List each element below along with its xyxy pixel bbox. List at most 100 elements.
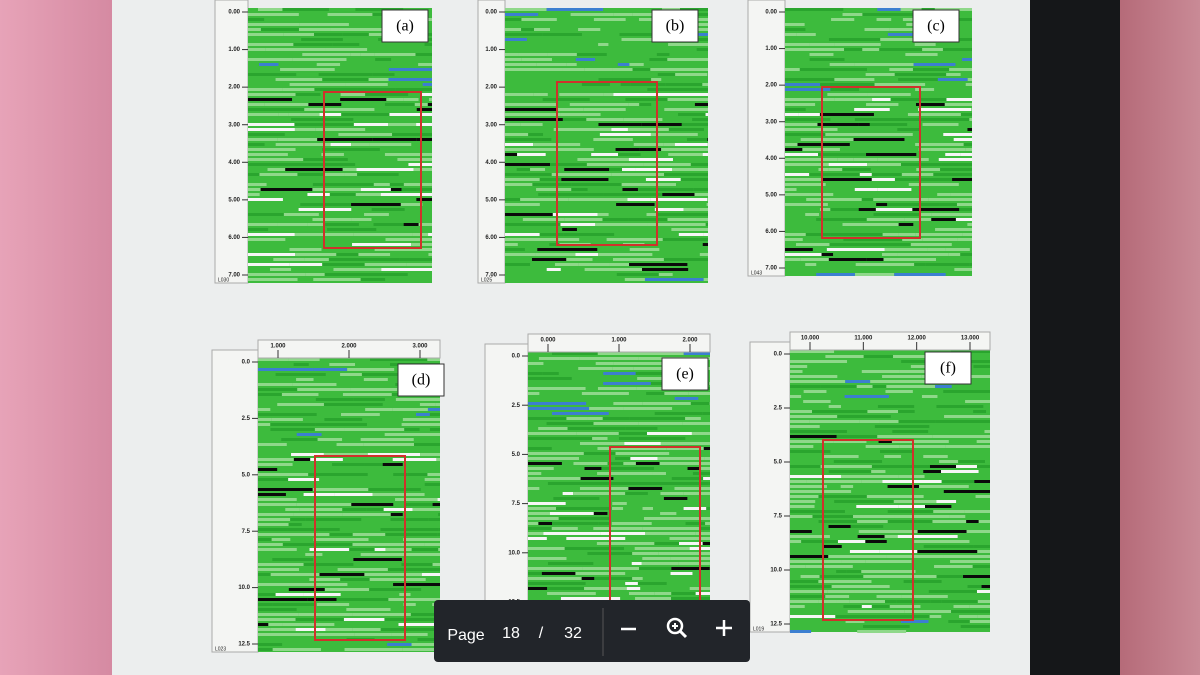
reflection-band	[836, 600, 850, 603]
reflection-band	[344, 183, 374, 186]
reflection-band	[258, 493, 286, 496]
reflection-band	[374, 248, 432, 251]
reflection-band	[890, 98, 947, 101]
reflection-band	[674, 397, 699, 400]
reflection-band	[915, 103, 945, 106]
reflection-band	[785, 248, 813, 251]
reflection-band	[383, 508, 413, 511]
reflection-band	[388, 68, 432, 71]
reflection-band	[319, 573, 365, 576]
reflection-band	[297, 173, 324, 176]
reflection-band	[897, 253, 949, 256]
reflection-band	[984, 430, 990, 433]
reflection-band	[341, 113, 390, 116]
reflection-band	[598, 253, 653, 256]
reflection-band	[323, 453, 368, 456]
zoom-in-button[interactable]	[716, 620, 732, 636]
reflection-band	[790, 440, 834, 443]
reflection-band	[259, 63, 279, 66]
reflection-band	[281, 393, 319, 396]
reflection-band	[826, 248, 885, 251]
reflection-band	[880, 450, 913, 453]
reflection-band	[883, 258, 937, 261]
zoom-button[interactable]	[666, 617, 688, 639]
reflection-band	[424, 483, 440, 486]
reflection-band	[856, 385, 873, 388]
reflection-band	[282, 88, 315, 91]
reflection-band	[248, 143, 265, 146]
reflection-band	[699, 88, 708, 91]
reflection-band	[595, 362, 614, 365]
reflection-band	[318, 73, 373, 76]
x-tick-label: 2.000	[341, 344, 357, 350]
reflection-band	[322, 148, 380, 151]
reflection-band	[248, 163, 304, 166]
reflection-band	[936, 575, 964, 578]
reflection-band	[580, 477, 614, 480]
reflection-band	[277, 138, 318, 141]
reflection-band	[871, 605, 890, 608]
reflection-band	[939, 460, 959, 463]
reflection-band	[938, 158, 972, 161]
reflection-band	[703, 233, 708, 236]
reflection-band	[646, 432, 692, 435]
reflection-band	[383, 273, 408, 276]
reflection-band	[360, 553, 407, 556]
reflection-band	[597, 213, 609, 216]
reflection-band	[893, 500, 937, 503]
reflection-band	[790, 360, 848, 363]
reflection-band	[258, 598, 308, 601]
reflection-band	[333, 268, 382, 271]
reflection-band	[275, 593, 304, 596]
reflection-band	[581, 83, 610, 86]
reflection-band	[865, 73, 895, 76]
reflection-band	[551, 173, 612, 176]
reflection-band	[505, 33, 543, 36]
reflection-band	[293, 513, 343, 516]
reflection-band	[395, 398, 440, 401]
reflection-band	[248, 73, 297, 76]
reflection-band	[248, 123, 295, 126]
reflection-band	[951, 610, 990, 613]
panel-label-box	[912, 9, 960, 43]
reflection-band	[295, 253, 337, 256]
reflection-band	[705, 223, 708, 226]
reflection-band	[663, 143, 675, 146]
reflection-band	[248, 173, 260, 176]
reflection-band	[967, 128, 972, 131]
reflection-band	[248, 23, 300, 26]
reflection-band	[329, 363, 356, 366]
x-tick-label: 13.000	[961, 336, 980, 342]
reflection-band	[923, 470, 942, 473]
reflection-band	[945, 445, 990, 448]
reflection-band	[314, 88, 358, 91]
reflection-band	[518, 53, 548, 56]
reflection-band	[269, 268, 292, 271]
reflection-band	[282, 8, 329, 11]
reflection-band	[899, 445, 946, 448]
reflection-band	[922, 238, 958, 241]
reflection-band	[688, 392, 710, 395]
reflection-band	[325, 48, 368, 51]
reflection-band	[349, 548, 375, 551]
reflection-band	[294, 128, 316, 131]
reflection-band	[703, 278, 708, 281]
reflection-band	[683, 492, 710, 495]
reflection-band	[917, 520, 933, 523]
reflection-band	[307, 193, 330, 196]
reflection-band	[948, 253, 961, 256]
reflection-band	[603, 93, 614, 96]
reflection-band	[299, 23, 318, 26]
reflection-band	[785, 173, 810, 176]
reflection-band	[505, 178, 540, 181]
reflection-band	[542, 372, 559, 375]
reflection-band	[816, 273, 855, 276]
reflection-band	[353, 123, 389, 126]
y-tick-label: 7.5	[512, 501, 521, 507]
reflection-band	[818, 153, 867, 156]
reflection-band	[424, 478, 440, 481]
reflection-band	[528, 507, 557, 510]
reflection-band	[258, 358, 289, 361]
current-page[interactable]: 18	[502, 625, 520, 642]
reflection-band	[687, 467, 701, 470]
